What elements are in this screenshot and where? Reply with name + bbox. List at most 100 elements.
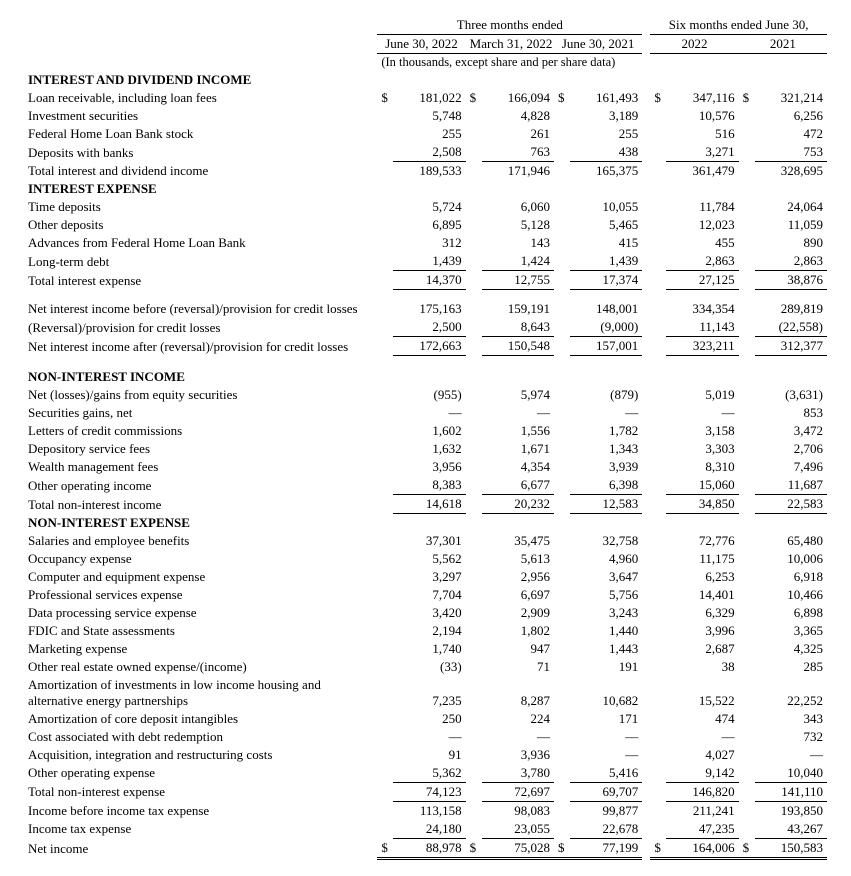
row-fhlb-stock: Federal Home Loan Bank stock 255 261 255… bbox=[24, 125, 827, 143]
label: Total non-interest income bbox=[24, 495, 377, 514]
cell: 2,909 bbox=[482, 604, 554, 622]
cell: 472 bbox=[755, 125, 827, 143]
cell: 361,479 bbox=[666, 162, 738, 181]
row-long-term-debt: Long-term debt 1,439 1,424 1,439 2,863 2… bbox=[24, 252, 827, 271]
cell: 141,110 bbox=[755, 782, 827, 801]
header-six-months: Six months ended June 30, bbox=[650, 16, 827, 35]
cell: 3,939 bbox=[570, 458, 642, 476]
row-computer-equipment: Computer and equipment expense 3,297 2,9… bbox=[24, 568, 827, 586]
currency-symbol: $ bbox=[377, 89, 393, 107]
cell: 1,439 bbox=[393, 252, 465, 271]
label: Income tax expense bbox=[24, 820, 377, 839]
cell: 10,682 bbox=[570, 676, 642, 710]
cell: 343 bbox=[755, 710, 827, 728]
cell: 5,128 bbox=[482, 216, 554, 234]
cell: 328,695 bbox=[755, 162, 827, 181]
label: Loan receivable, including loan fees bbox=[24, 89, 377, 107]
cell: 11,784 bbox=[666, 198, 738, 216]
cell: 6,060 bbox=[482, 198, 554, 216]
cell: 474 bbox=[666, 710, 738, 728]
row-depository-service-fees: Depository service fees 1,632 1,671 1,34… bbox=[24, 440, 827, 458]
cell: 77,199 bbox=[570, 838, 642, 858]
cell: (33) bbox=[393, 658, 465, 676]
label: Investment securities bbox=[24, 107, 377, 125]
cell: 3,780 bbox=[482, 764, 554, 783]
cell: 4,325 bbox=[755, 640, 827, 658]
row-securities-gains: Securities gains, net — — — — 853 bbox=[24, 404, 827, 422]
cell: 164,006 bbox=[666, 838, 738, 858]
cell: 113,158 bbox=[393, 801, 465, 820]
cell: 65,480 bbox=[755, 532, 827, 550]
cell: 4,027 bbox=[666, 746, 738, 764]
cell: 157,001 bbox=[570, 337, 642, 356]
cell: (22,558) bbox=[755, 318, 827, 337]
cell: 159,191 bbox=[482, 300, 554, 318]
cell: 9,142 bbox=[666, 764, 738, 783]
header-col-5: 2021 bbox=[739, 35, 827, 54]
cell: 7,496 bbox=[755, 458, 827, 476]
cell: 2,863 bbox=[666, 252, 738, 271]
cell: 3,647 bbox=[570, 568, 642, 586]
cell: 8,310 bbox=[666, 458, 738, 476]
row-professional-services: Professional services expense 7,704 6,69… bbox=[24, 586, 827, 604]
row-data-processing: Data processing service expense 3,420 2,… bbox=[24, 604, 827, 622]
cell: 10,040 bbox=[755, 764, 827, 783]
cell: 753 bbox=[755, 143, 827, 162]
cell: 1,740 bbox=[393, 640, 465, 658]
row-income-before-tax: Income before income tax expense 113,158… bbox=[24, 801, 827, 820]
cell: 10,006 bbox=[755, 550, 827, 568]
label: Other operating expense bbox=[24, 764, 377, 783]
label: Data processing service expense bbox=[24, 604, 377, 622]
cell: 191 bbox=[570, 658, 642, 676]
cell: 6,677 bbox=[482, 476, 554, 495]
cell: 5,613 bbox=[482, 550, 554, 568]
currency-symbol: $ bbox=[650, 838, 666, 858]
cell: — bbox=[666, 404, 738, 422]
cell: 6,918 bbox=[755, 568, 827, 586]
cell: 3,297 bbox=[393, 568, 465, 586]
label: Income before income tax expense bbox=[24, 801, 377, 820]
cell: 211,241 bbox=[666, 801, 738, 820]
cell: 171,946 bbox=[482, 162, 554, 181]
cell: 1,632 bbox=[393, 440, 465, 458]
row-total-non-interest-income: Total non-interest income 14,618 20,232 … bbox=[24, 495, 827, 514]
cell: 98,083 bbox=[482, 801, 554, 820]
cell: 11,175 bbox=[666, 550, 738, 568]
cell: — bbox=[570, 728, 642, 746]
label: Computer and equipment expense bbox=[24, 568, 377, 586]
cell: 6,697 bbox=[482, 586, 554, 604]
cell: 166,094 bbox=[482, 89, 554, 107]
cell: 38,876 bbox=[755, 271, 827, 290]
label: Total interest expense bbox=[24, 271, 377, 290]
cell: 23,055 bbox=[482, 820, 554, 839]
row-provision-credit-losses: (Reversal)/provision for credit losses 2… bbox=[24, 318, 827, 337]
row-oreo: Other real estate owned expense/(income)… bbox=[24, 658, 827, 676]
cell: 890 bbox=[755, 234, 827, 252]
cell: 143 bbox=[482, 234, 554, 252]
cell: 321,214 bbox=[755, 89, 827, 107]
cell: 71 bbox=[482, 658, 554, 676]
label: Other deposits bbox=[24, 216, 377, 234]
cell: 150,548 bbox=[482, 337, 554, 356]
currency-symbol: $ bbox=[650, 89, 666, 107]
cell: 8,287 bbox=[482, 676, 554, 710]
currency-symbol: $ bbox=[554, 838, 570, 858]
cell: 6,256 bbox=[755, 107, 827, 125]
cell: 3,472 bbox=[755, 422, 827, 440]
cell: (9,000) bbox=[570, 318, 642, 337]
row-total-interest-expense: Total interest expense 14,370 12,755 17,… bbox=[24, 271, 827, 290]
cell: — bbox=[393, 404, 465, 422]
cell: 5,465 bbox=[570, 216, 642, 234]
label: Net interest income after (reversal)/pro… bbox=[24, 337, 377, 356]
label: Amortization of core deposit intangibles bbox=[24, 710, 377, 728]
cell: 323,211 bbox=[666, 337, 738, 356]
cell: — bbox=[393, 728, 465, 746]
cell: 7,235 bbox=[393, 676, 465, 710]
cell: 22,583 bbox=[755, 495, 827, 514]
cell: 20,232 bbox=[482, 495, 554, 514]
cell: — bbox=[755, 746, 827, 764]
label: Advances from Federal Home Loan Bank bbox=[24, 234, 377, 252]
cell: 43,267 bbox=[755, 820, 827, 839]
cell: 3,936 bbox=[482, 746, 554, 764]
cell: 289,819 bbox=[755, 300, 827, 318]
